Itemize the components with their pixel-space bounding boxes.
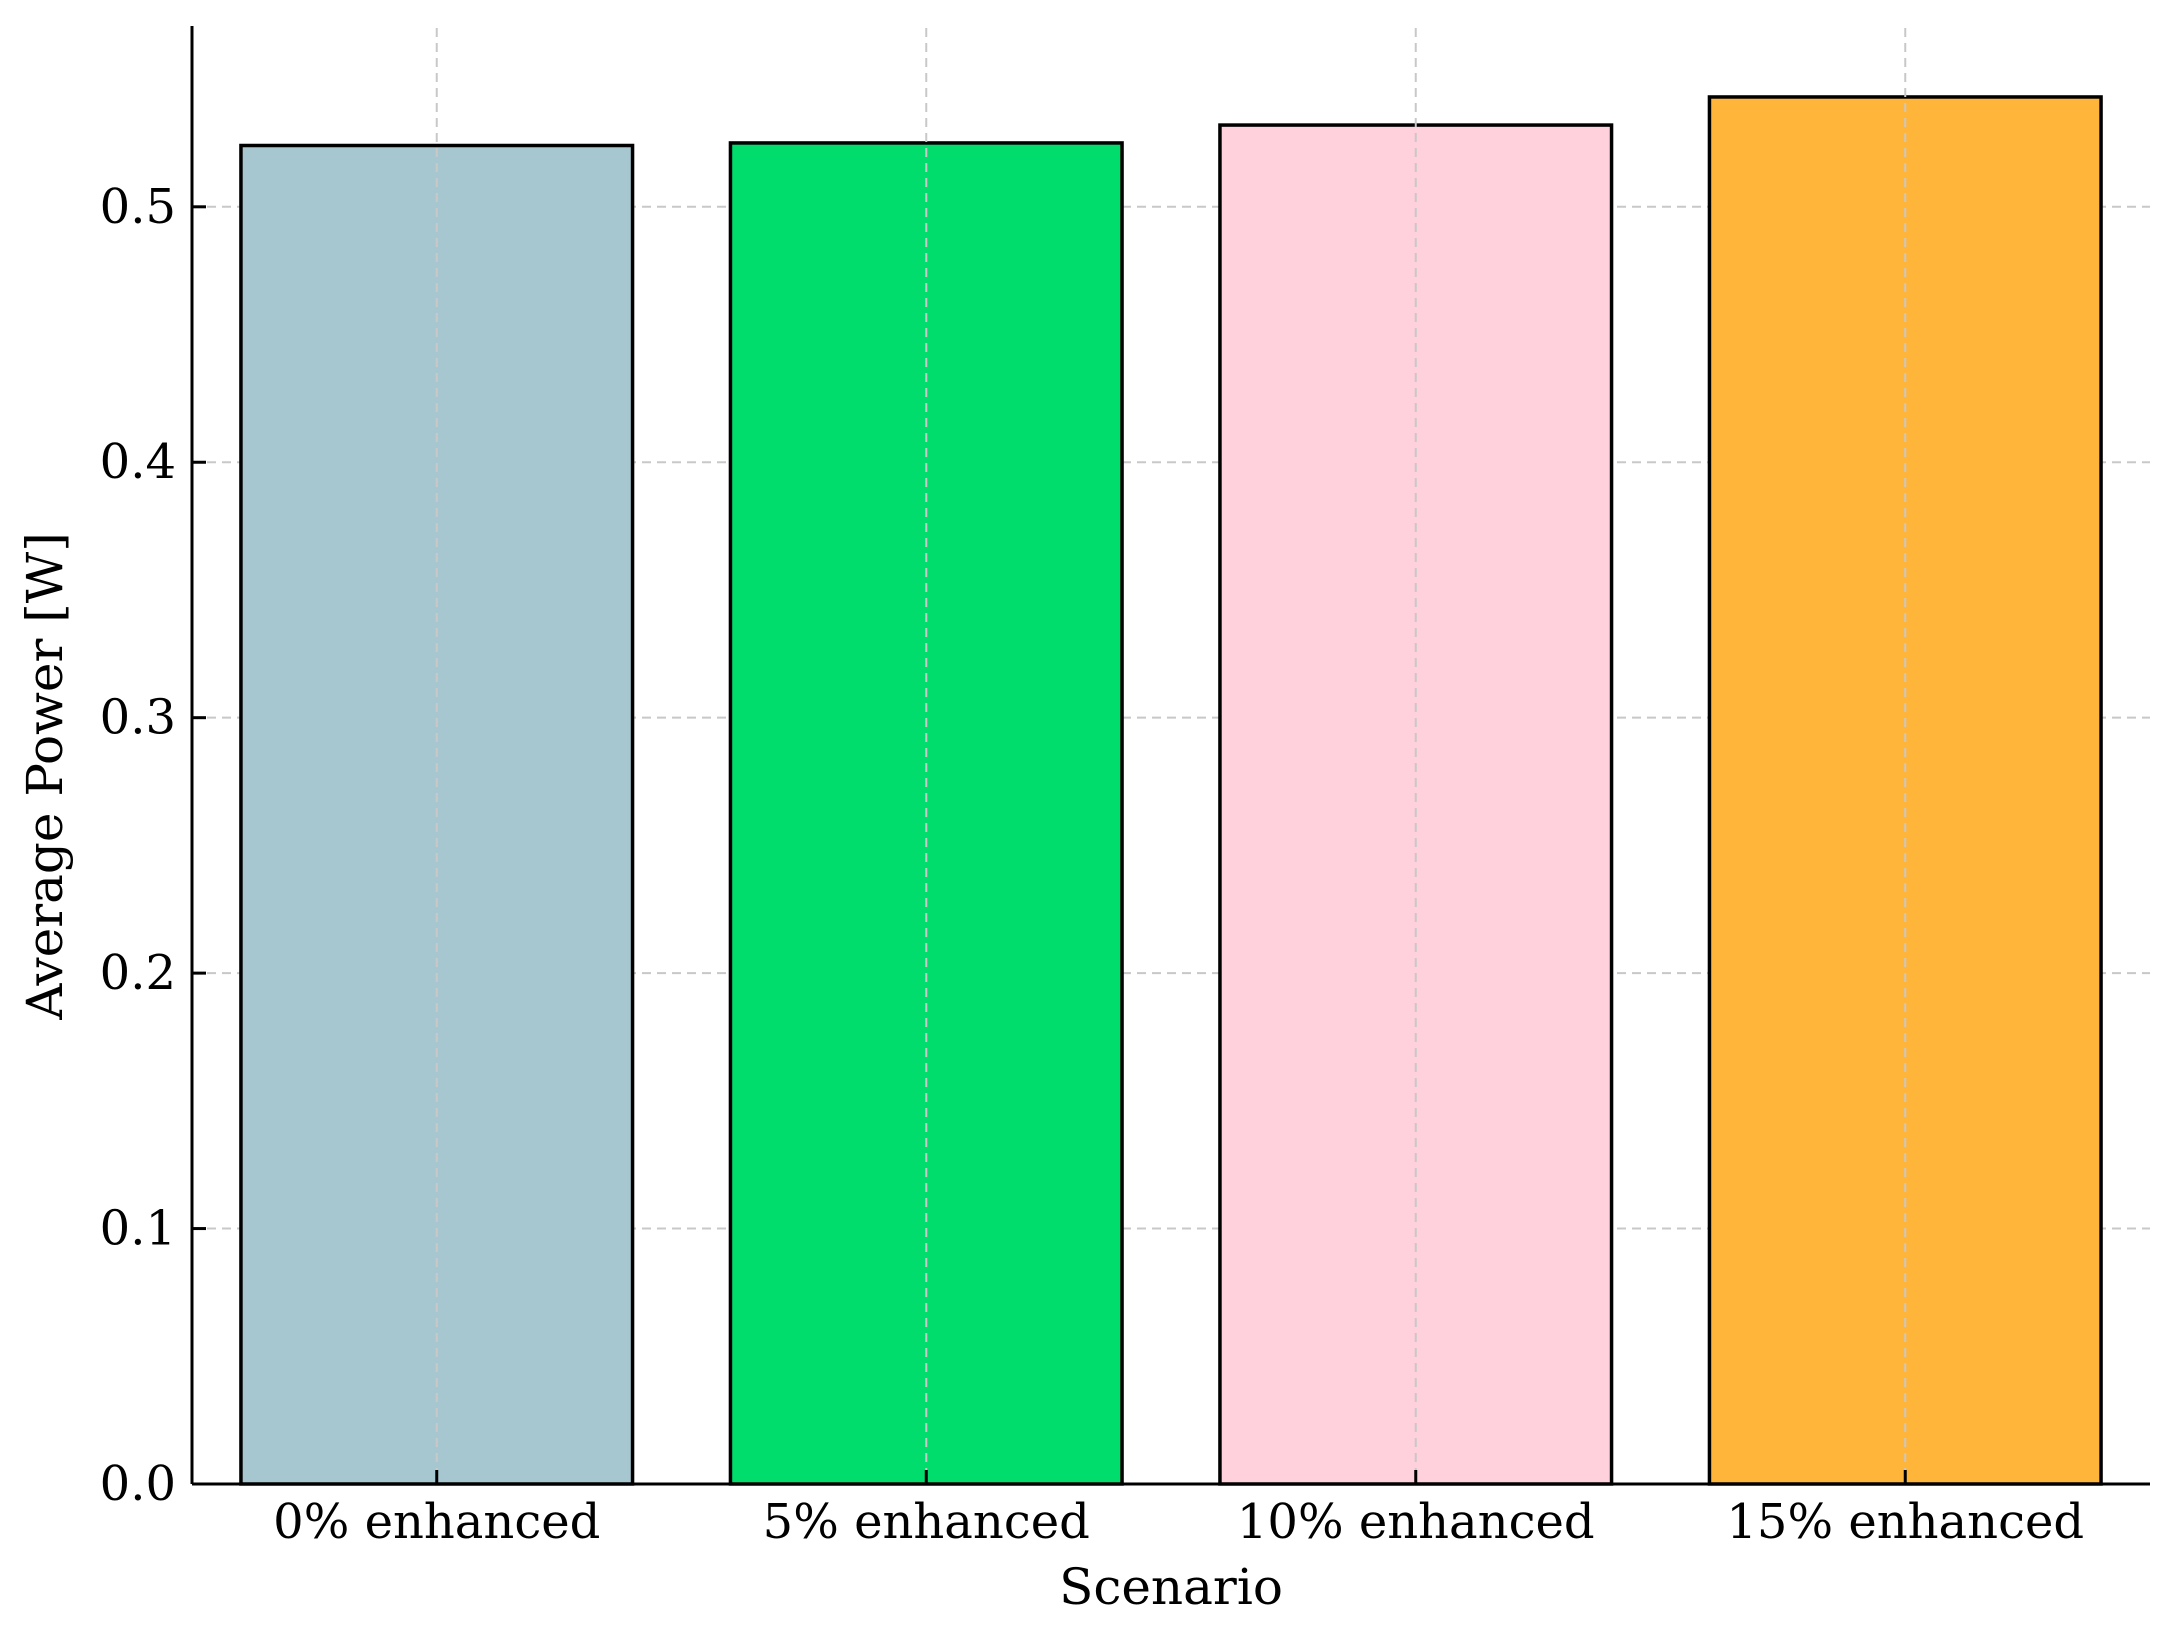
y-tick-label: 0.4 (100, 434, 176, 490)
y-tick-label: 0.1 (100, 1201, 176, 1257)
y-tick-label: 0.5 (100, 179, 176, 235)
grid-lines-overlay (435, 28, 1907, 1484)
x-tick-label: 15% enhanced (1726, 1494, 2084, 1550)
y-tick-label: 0.0 (100, 1456, 176, 1512)
axes (190, 26, 2150, 1486)
x-ticks: 0% enhanced 5% enhanced 10% enhanced 15% en… (273, 1470, 2084, 1550)
x-axis-label: Scenario (1059, 1558, 1283, 1616)
x-tick-label: 10% enhanced (1237, 1494, 1595, 1550)
grid-lines (192, 205, 2150, 1230)
x-tick-label: 5% enhanced (763, 1494, 1090, 1550)
x-tick-label: 0% enhanced (273, 1494, 600, 1550)
y-tick-label: 0.2 (100, 945, 176, 1001)
y-tick-label: 0.3 (100, 690, 176, 746)
bars (239, 95, 2103, 1486)
y-axis-label: Average Power [W] (16, 532, 74, 1020)
y-ticks: 0.0 0.1 0.2 0.3 0.4 0.5 (100, 179, 206, 1512)
